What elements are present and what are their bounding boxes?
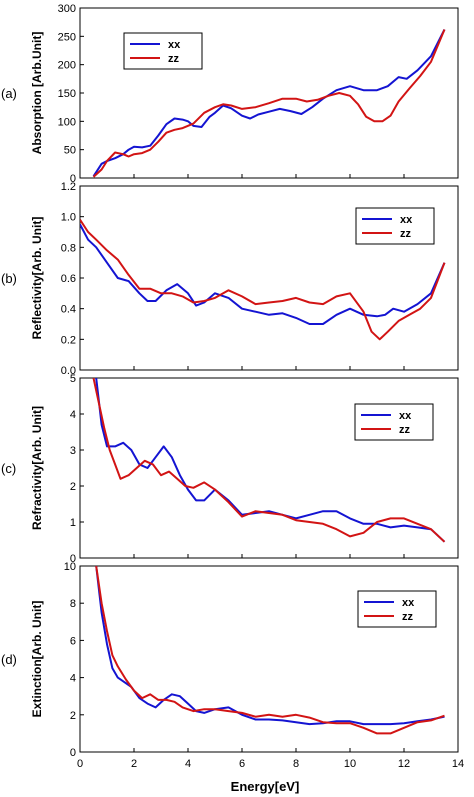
legend-label-zz: zz — [400, 228, 412, 240]
y-tick-label: 0.8 — [61, 242, 76, 254]
x-axis-label: Energy[eV] — [231, 779, 300, 794]
legend-box — [354, 403, 434, 441]
plot-frame — [79, 377, 459, 559]
chart-panel-2: 0.0 0.2 0.4 0.6 0.8 1.0 1.2 Reflectivity[Arb. U… — [1, 181, 459, 377]
y-tick-label: 0.0 — [61, 365, 76, 377]
chart-panel-1: 0 50 100 150 200 250 300 Absorption [Arb.Unit] (… — [1, 3, 459, 185]
series-line-zz — [95, 566, 445, 735]
chart-panel-3: 0 1 2 3 4 5 Refractivity[Arb. Unit] (c) xx zz — [1, 373, 459, 565]
legend-label-xx: xx — [168, 39, 181, 51]
panel-label: (a) — [1, 86, 17, 101]
chart-panel-4: 0 2 4 6 8 10 0 2 4 6 8 10 12 14 Extinction[Arb. Unit] (… — [1, 561, 464, 770]
legend-label-zz: zz — [402, 611, 414, 623]
y-tick-label: 10 — [64, 561, 76, 573]
y-tick-label: 0.4 — [61, 304, 76, 316]
x-tick-label: 2 — [131, 758, 137, 770]
legend: xx zz — [357, 590, 437, 628]
y-tick-label: 5 — [70, 373, 76, 385]
x-tick-label: 6 — [239, 758, 245, 770]
series-line-xx — [80, 223, 446, 325]
legend-box — [357, 590, 437, 628]
y-tick-label: 1.2 — [61, 181, 76, 193]
panel-label: (c) — [1, 461, 16, 476]
series-line-xx — [95, 566, 445, 726]
y-tick-label: 250 — [58, 31, 76, 43]
legend-label-xx: xx — [402, 597, 415, 609]
y-tick-label: 300 — [58, 3, 76, 15]
series-line-xx — [95, 378, 446, 543]
y-tick-label: 0 — [70, 747, 76, 759]
y-tick-label: 4 — [70, 673, 76, 685]
y-tick-label: 2 — [70, 710, 76, 722]
legend: xx zz — [123, 32, 203, 70]
x-tick-label: 10 — [344, 758, 356, 770]
y-tick-label: 0 — [70, 173, 76, 185]
y-tick-label: 4 — [70, 409, 76, 421]
y-tick-label: 1.0 — [61, 212, 76, 224]
legend-label-zz: zz — [168, 53, 180, 65]
y-tick-label: 200 — [58, 60, 76, 72]
y-tick-label: 6 — [70, 635, 76, 647]
y-axis-label: Refractivity[Arb. Unit] — [30, 406, 44, 530]
y-tick-label: 150 — [58, 88, 76, 100]
series-line-zz — [80, 219, 446, 341]
y-tick-label: 0 — [70, 553, 76, 565]
y-axis-label: Reflectivity[Arb. Unit] — [30, 217, 44, 340]
legend-label-zz: zz — [399, 424, 411, 436]
plot-frame — [79, 565, 459, 753]
y-axis-label: Extinction[Arb. Unit] — [30, 601, 44, 718]
legend-label-xx: xx — [399, 410, 412, 422]
x-tick-label: 0 — [77, 758, 83, 770]
series-line-xx — [92, 29, 446, 177]
y-tick-label: 3 — [70, 445, 76, 457]
legend-box — [355, 207, 435, 245]
y-tick-label: 50 — [64, 145, 76, 157]
series-line-zz — [92, 29, 446, 178]
y-tick-label: 100 — [58, 116, 76, 128]
series-line-zz — [92, 378, 446, 543]
y-tick-label: 1 — [70, 517, 76, 529]
y-tick-label: 0.2 — [61, 334, 76, 346]
x-tick-label: 8 — [293, 758, 299, 770]
panel-label: (d) — [1, 652, 17, 667]
legend-label-xx: xx — [400, 214, 413, 226]
y-tick-label: 2 — [70, 481, 76, 493]
x-tick-label: 14 — [452, 758, 464, 770]
y-tick-label: 0.6 — [61, 273, 76, 285]
legend: xx zz — [354, 403, 434, 441]
x-tick-label: 12 — [398, 758, 410, 770]
y-tick-label: 8 — [70, 598, 76, 610]
x-tick-label: 4 — [185, 758, 191, 770]
legend-box — [123, 32, 203, 70]
legend: xx zz — [355, 207, 435, 245]
panel-label: (b) — [1, 271, 17, 286]
y-axis-label: Absorption [Arb.Unit] — [30, 32, 44, 155]
